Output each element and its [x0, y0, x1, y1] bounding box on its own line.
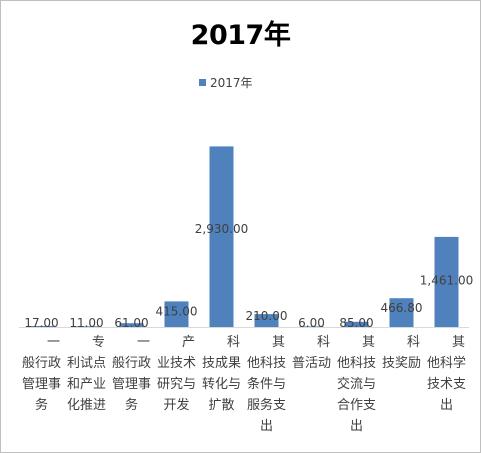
category-label: 务 [35, 397, 48, 413]
category-label: 和产业 [67, 377, 106, 392]
category-label: 业技术 [157, 356, 196, 371]
category-label: 他科学 [427, 355, 466, 371]
legend-label: 2017年 [210, 75, 253, 90]
data-label: 11.00 [69, 316, 103, 330]
category-label: 交流与 [337, 376, 376, 392]
category-label: 管理事 [22, 377, 61, 392]
bar [164, 301, 189, 327]
category-label: 出 [350, 419, 363, 434]
category-label: 般行政 [112, 355, 151, 371]
data-label: 85.00 [339, 316, 373, 330]
chart-title: 2017年 [190, 20, 291, 51]
category-label: 扩散 [208, 398, 234, 413]
category-label: 出 [440, 398, 453, 413]
category-label: 科 [227, 335, 240, 350]
bar [29, 326, 54, 327]
data-label: 61.00 [114, 316, 148, 330]
category-label: 研究与 [157, 377, 196, 392]
legend-swatch [199, 78, 206, 86]
category-label: 技奖励 [382, 356, 421, 371]
category-label: 管理事 [112, 377, 151, 392]
category-label: 其 [452, 335, 465, 350]
category-label: 普活动 [292, 356, 331, 371]
data-label: 415.00 [156, 304, 198, 318]
category-label: 一 [47, 335, 60, 350]
category-label: 服务支 [247, 397, 286, 413]
bar [344, 321, 369, 327]
category-label: 务 [125, 397, 138, 413]
category-label: 专 [92, 335, 105, 350]
category-label: 化推进 [67, 398, 106, 413]
category-label: 其 [272, 335, 285, 350]
category-label: 出 [260, 419, 273, 434]
data-label: 17.00 [24, 316, 58, 330]
category-label: 技术支 [427, 377, 466, 392]
category-label: 般行政 [22, 355, 61, 371]
bar [209, 146, 234, 327]
bar [254, 314, 279, 327]
data-label: 1,461.00 [420, 274, 473, 288]
chart-legend: 2017年 [199, 74, 253, 90]
category-label: 转化与 [202, 377, 241, 392]
category-label: 他科技 [247, 356, 286, 371]
bar [434, 236, 459, 327]
category-label: 他科技 [337, 356, 376, 371]
bar [389, 298, 414, 327]
category-label: 利试点 [67, 356, 106, 371]
category-label: 条件与 [247, 376, 286, 392]
category-label: 开发 [163, 397, 189, 413]
bar [299, 326, 324, 327]
data-label: 6.00 [298, 316, 325, 330]
data-label: 2,930.00 [195, 222, 248, 236]
category-label: 合作支 [337, 398, 376, 413]
category-label: 技成果 [202, 356, 241, 371]
category-label: 一 [137, 335, 150, 350]
data-label: 466.80 [381, 301, 423, 315]
data-label: 210.00 [246, 309, 288, 323]
bar [119, 323, 144, 327]
category-label: 科 [317, 335, 330, 350]
bar [74, 326, 99, 327]
category-label: 科 [407, 335, 420, 350]
category-label: 其 [362, 335, 375, 350]
category-label: 产 [182, 335, 195, 350]
